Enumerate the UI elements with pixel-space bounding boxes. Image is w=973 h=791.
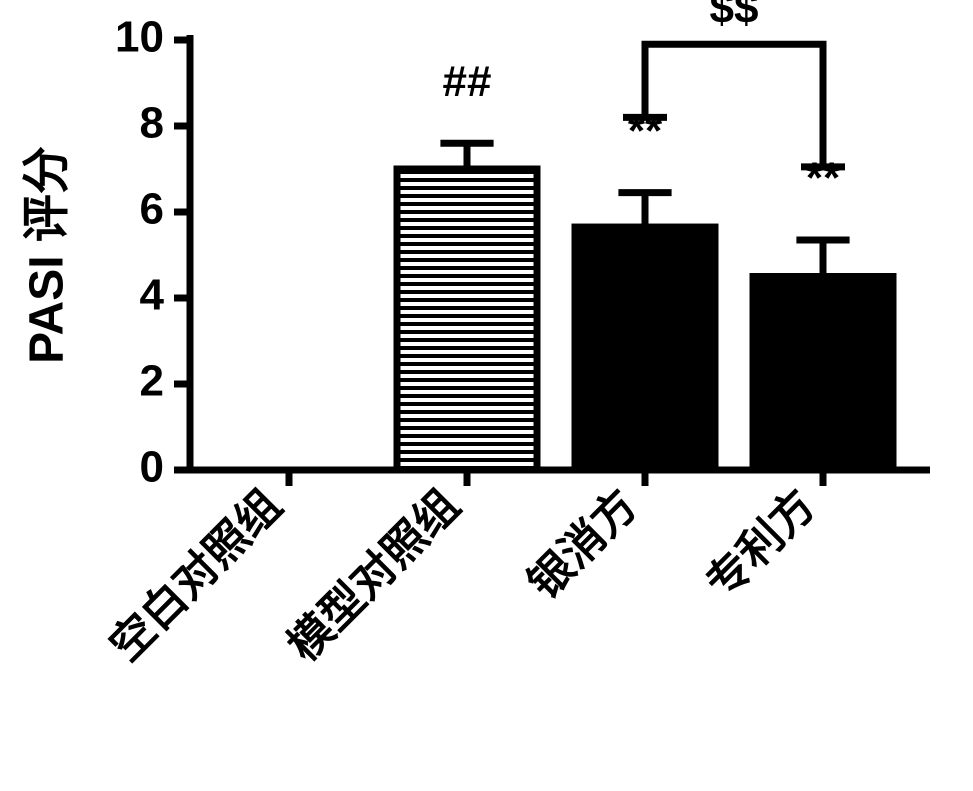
y-axis-label: PASI 评分 [21,146,74,364]
bar [753,277,893,471]
x-tick-label: 模型对照组 [279,480,469,670]
chart-svg: 0246810PASI 评分空白对照组模型对照组银消方专利方##****$$ [0,0,973,791]
plot-area: 0246810PASI 评分空白对照组模型对照组银消方专利方##****$$ [21,0,930,671]
bracket-label: $$ [710,0,759,33]
x-tick-label: 空白对照组 [101,480,291,670]
y-tick-label: 10 [115,13,164,62]
significance-annotation: ## [443,57,492,106]
y-tick-label: 4 [140,271,165,320]
y-tick-label: 2 [140,357,164,406]
pasi-bar-chart: 0246810PASI 评分空白对照组模型对照组银消方专利方##****$$ [0,0,973,791]
y-tick-label: 6 [140,185,164,234]
y-tick-label: 0 [140,443,164,492]
y-tick-label: 8 [140,99,164,148]
bar [575,227,715,470]
x-tick-label: 银消方 [519,480,647,608]
bar [397,169,537,470]
x-tick-label: 专利方 [697,480,825,608]
